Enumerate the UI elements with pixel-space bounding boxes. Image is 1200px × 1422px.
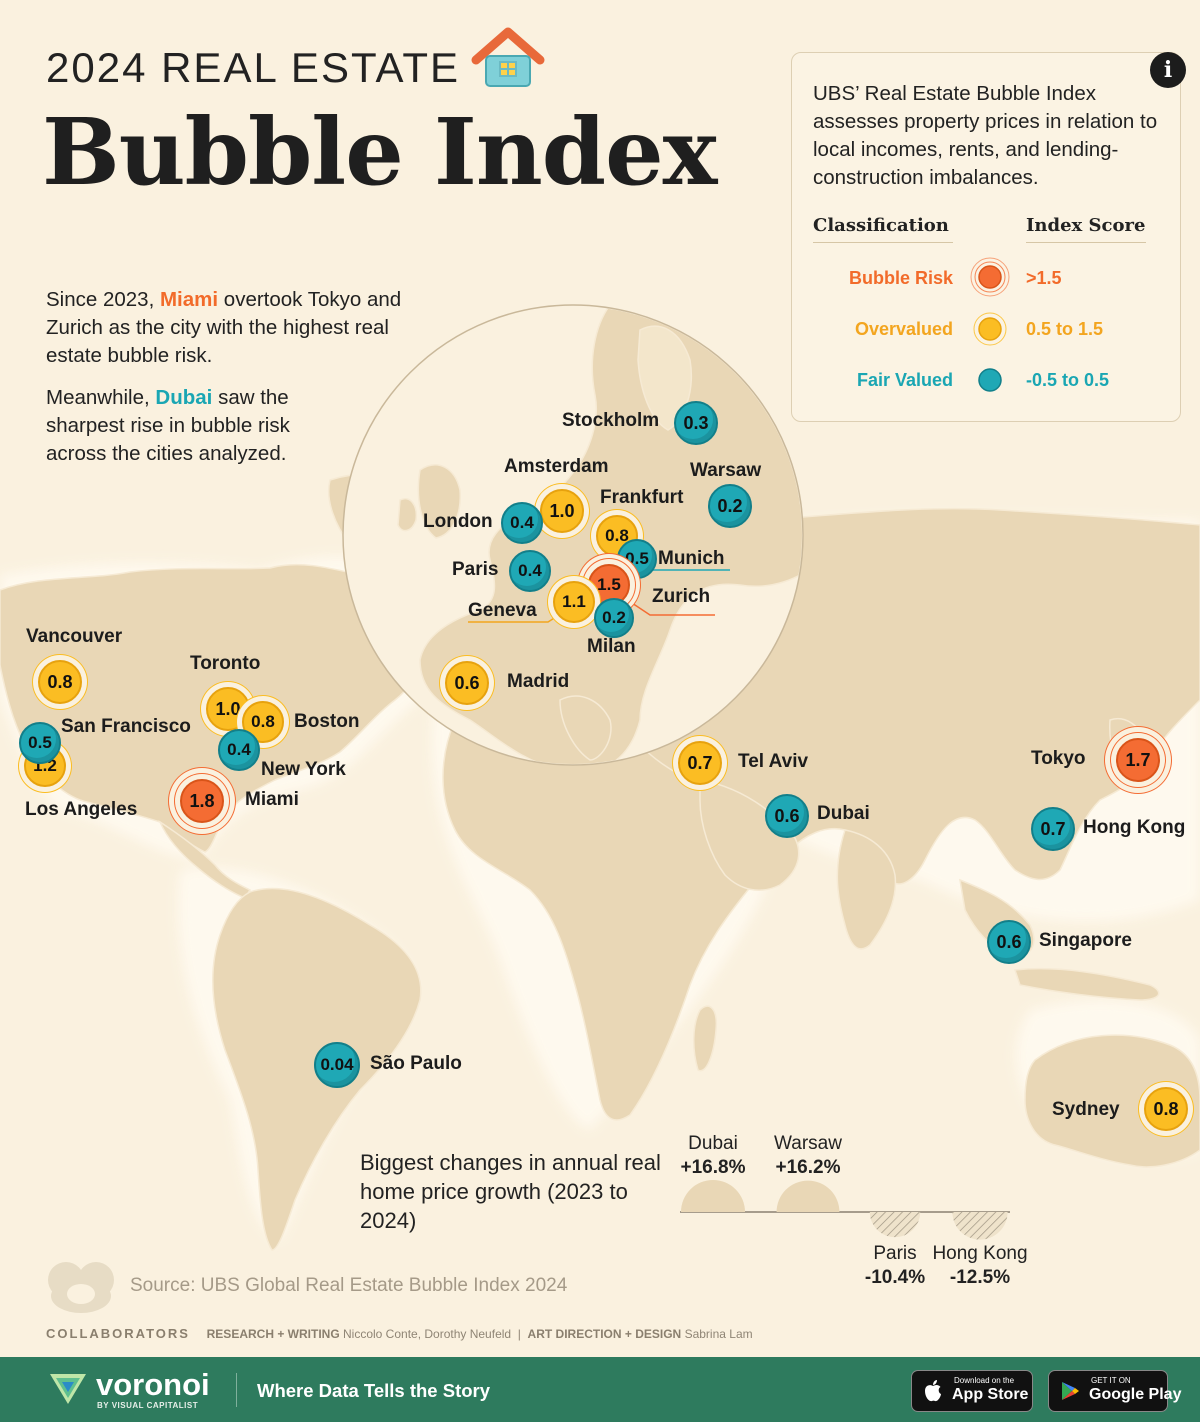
label-miami: Miami — [245, 789, 299, 810]
source-logo-icon — [48, 1262, 114, 1313]
india — [836, 829, 897, 950]
label-hong-kong: Hong Kong — [1083, 817, 1186, 838]
pin-warsaw[interactable]: 0.2 — [708, 484, 752, 528]
pin-singapore[interactable]: 0.6 — [987, 920, 1031, 964]
intro-paragraph-1: Since 2023, Miami overtook Tokyo and Zur… — [46, 288, 402, 367]
app-store-button[interactable]: Download on the App Store — [911, 1370, 1033, 1412]
title-line1: 2024 REAL ESTATE — [46, 44, 461, 91]
label-geneva: Geneva — [468, 600, 537, 621]
change-halfcircle-warsaw — [776, 1180, 840, 1212]
label-london: London — [423, 511, 493, 532]
pin-sao-paulo[interactable]: 0.04 — [314, 1042, 360, 1088]
pin-dubai[interactable]: 0.6 — [765, 794, 809, 838]
pin-miami[interactable]: 1.8 — [180, 779, 224, 823]
legend-label-overvalued: Overvalued — [854, 319, 953, 339]
pin-milan[interactable]: 0.2 — [594, 598, 634, 638]
label-boston: Boston — [294, 711, 360, 732]
change-value-paris: -10.4% — [864, 1267, 926, 1288]
change-city-warsaw: Warsaw — [774, 1133, 842, 1154]
legend-overvalued-marker — [978, 317, 1002, 341]
legend-description: UBS’ Real Estate Bubble Index assesses p… — [813, 82, 1158, 189]
miami-highlight: Miami — [159, 288, 219, 311]
pin-paris[interactable]: 0.4 — [509, 550, 551, 592]
central-america — [158, 819, 252, 899]
changes-chart — [680, 1180, 1010, 1240]
label-singapore: Singapore — [1039, 930, 1132, 951]
pin-geneva[interactable]: 1.1 — [553, 581, 595, 623]
pin-san-francisco[interactable]: 0.5 — [19, 722, 61, 764]
pin-hong-kong[interactable]: 0.7 — [1031, 807, 1075, 851]
change-value-warsaw: +16.2% — [775, 1157, 841, 1178]
google-play-icon — [1062, 1382, 1079, 1400]
legend-score-overvalued: 0.5 to 1.5 — [1026, 319, 1104, 339]
legend-score-fair-valued: -0.5 to 0.5 — [1026, 370, 1110, 390]
southeast-asia — [959, 878, 1160, 1001]
footer-divider — [236, 1373, 237, 1407]
pin-new-york[interactable]: 0.4 — [218, 729, 260, 771]
legend-bubble-marker — [978, 265, 1002, 289]
label-toronto: Toronto — [190, 653, 261, 674]
label-dubai: Dubai — [817, 803, 870, 824]
tagline: Where Data Tells the Story — [257, 1380, 491, 1401]
pin-tokyo[interactable]: 1.7 — [1116, 738, 1160, 782]
pin-tel-aviv[interactable]: 0.7 — [678, 741, 722, 785]
arabia — [699, 779, 800, 891]
voronoi-logo-icon — [50, 1374, 86, 1404]
legend-label-bubble-risk: Bubble Risk — [848, 268, 953, 288]
label-tokyo: Tokyo — [1031, 748, 1086, 769]
pin-sydney[interactable]: 0.8 — [1144, 1087, 1188, 1131]
label-munich: Munich — [658, 548, 725, 569]
pin-boston[interactable]: 0.8 — [242, 701, 284, 743]
label-san-francisco: San Francisco — [61, 716, 191, 737]
change-value-hong-kong: -12.5% — [949, 1267, 1011, 1288]
label-sao-paulo: São Paulo — [370, 1053, 462, 1074]
pin-stockholm[interactable]: 0.3 — [674, 401, 718, 445]
label-warsaw: Warsaw — [690, 460, 762, 481]
change-city-paris: Paris — [873, 1243, 917, 1264]
legend-label-fair-valued: Fair Valued — [856, 370, 953, 390]
change-value-dubai: +16.8% — [680, 1157, 746, 1178]
label-new-york: New York — [261, 759, 346, 780]
apple-icon — [925, 1380, 941, 1402]
pin-london[interactable]: 0.4 — [501, 502, 543, 544]
change-city-hong-kong: Hong Kong — [932, 1243, 1028, 1264]
pin-madrid[interactable]: 0.6 — [445, 661, 489, 705]
changes-title: Biggest changes in annual real home pric… — [360, 1150, 661, 1233]
label-frankfurt: Frankfurt — [600, 487, 684, 508]
label-milan: Milan — [587, 636, 636, 657]
page-title: Bubble Index — [42, 98, 717, 206]
label-tel-aviv: Tel Aviv — [738, 751, 809, 772]
australia — [1024, 1034, 1200, 1168]
label-zurich: Zurich — [652, 586, 711, 607]
madagascar — [693, 1005, 718, 1072]
legend-fair-marker — [978, 368, 1002, 392]
pin-amsterdam[interactable]: 1.0 — [540, 489, 584, 533]
house-icon — [471, 27, 545, 87]
label-stockholm: Stockholm — [562, 410, 660, 431]
legend-score-header: Index Score — [1026, 215, 1146, 243]
legend-classification-header: Classification — [813, 215, 953, 243]
credits: COLLABORATORS RESEARCH + WRITING Niccolo… — [46, 1326, 753, 1341]
label-paris: Paris — [452, 559, 499, 580]
google-play-button[interactable]: GET IT ON Google Play — [1048, 1370, 1181, 1412]
pin-vancouver[interactable]: 0.8 — [38, 660, 82, 704]
legend-score-bubble-risk: >1.5 — [1026, 268, 1062, 288]
legend-box — [791, 52, 1181, 422]
dubai-highlight: Dubai — [155, 386, 213, 409]
label-madrid: Madrid — [507, 671, 570, 692]
legend-markers — [970, 257, 1010, 392]
label-los-angeles: Los Angeles — [25, 799, 138, 820]
change-city-dubai: Dubai — [688, 1133, 738, 1154]
brand-name[interactable]: voronoi — [96, 1367, 210, 1402]
source-note: Source: UBS Global Real Estate Bubble In… — [130, 1275, 568, 1296]
brand-subtitle: BY VISUAL CAPITALIST — [97, 1401, 199, 1410]
label-amsterdam: Amsterdam — [504, 456, 609, 477]
change-halfcircle-dubai — [681, 1180, 745, 1212]
change-halfcircle-hong-kong — [952, 1212, 1008, 1240]
change-halfcircle-paris — [869, 1212, 921, 1238]
label-vancouver: Vancouver — [26, 626, 123, 647]
label-sydney: Sydney — [1052, 1099, 1120, 1120]
intro-paragraph-2: Meanwhile, Dubai saw the sharpest rise i… — [46, 386, 290, 465]
info-icon[interactable]: i — [1150, 52, 1186, 88]
